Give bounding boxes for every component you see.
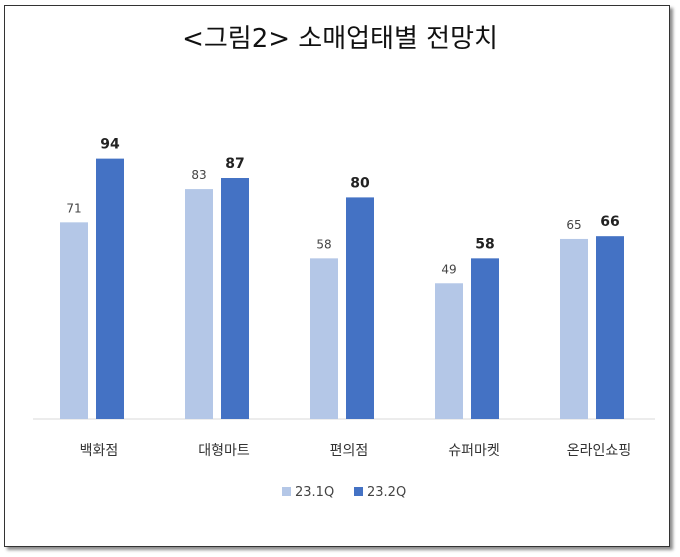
data-label: 49 (441, 262, 456, 276)
bar-23.2Q-온라인쇼핑 (596, 236, 624, 419)
category-label: 온라인쇼핑 (567, 443, 631, 459)
data-label: 80 (350, 175, 370, 191)
data-label: 83 (191, 168, 206, 182)
bar-23.2Q-편의점 (346, 197, 374, 419)
bar-23.2Q-슈퍼마켓 (471, 258, 499, 419)
data-label: 66 (600, 214, 619, 230)
legend-label: 23.1Q (295, 485, 334, 500)
bar-23.2Q-백화점 (96, 158, 124, 419)
chart-title: <그림2> 소매업태별 전망치 (182, 24, 498, 54)
bar-23.1Q-편의점 (310, 258, 338, 419)
data-label: 87 (225, 156, 244, 172)
bar-23.1Q-대형마트 (185, 189, 213, 419)
data-label: 58 (475, 236, 494, 252)
category-label: 편의점 (330, 443, 369, 459)
data-label: 58 (316, 237, 331, 251)
legend-label: 23.2Q (367, 485, 406, 500)
category-label: 슈퍼마켓 (448, 443, 500, 459)
bar-23.1Q-슈퍼마켓 (435, 283, 463, 419)
legend-swatch (354, 487, 363, 496)
data-label: 65 (566, 218, 581, 232)
category-label: 대형마트 (198, 443, 250, 459)
bar-23.2Q-대형마트 (221, 178, 249, 419)
legend-swatch (282, 487, 291, 496)
bar-23.1Q-백화점 (60, 222, 88, 419)
category-label: 백화점 (80, 443, 119, 459)
data-label: 94 (100, 137, 120, 153)
data-label: 71 (66, 201, 81, 215)
bar-23.1Q-온라인쇼핑 (560, 238, 588, 419)
